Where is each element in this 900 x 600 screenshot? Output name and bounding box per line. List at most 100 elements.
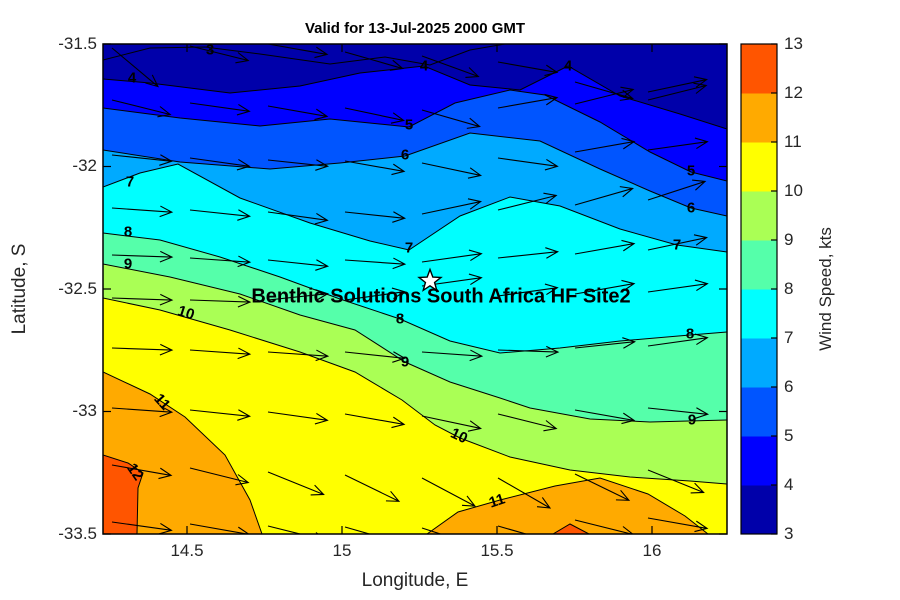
colorbar-band	[741, 142, 777, 192]
wind-arrow-icon	[421, 162, 483, 179]
contour-label: 11	[487, 490, 507, 511]
wind-arrow-icon	[111, 464, 173, 480]
wind-arrow-icon	[647, 407, 710, 419]
contour-label: 9	[124, 256, 132, 273]
wind-arrow-icon	[574, 409, 636, 425]
contour-line	[103, 132, 727, 217]
wind-arrow-icon	[344, 51, 404, 71]
contour-line	[552, 523, 590, 534]
contour-line	[426, 477, 709, 534]
wind-arrow-icon	[267, 349, 330, 362]
wind-arrow-icon	[111, 99, 172, 118]
star-icon	[417, 267, 443, 292]
wind-arrow-icon	[189, 45, 250, 64]
wind-arrow-icon	[189, 523, 250, 534]
wind-arrow-icon	[647, 333, 709, 347]
y-tick-label: -33.5	[58, 524, 97, 543]
contour-label: 7	[126, 174, 134, 191]
colorbar-tick-label: 9	[784, 230, 794, 249]
wind-arrow-icon	[189, 347, 252, 360]
colorbar-tick-label: 13	[784, 34, 803, 53]
wind-arrow-icon	[111, 47, 159, 88]
colorbar-band	[741, 436, 777, 486]
wind-arrow-icon	[344, 526, 372, 534]
wind-arrow-icon	[421, 349, 484, 362]
wind-arrow-icon	[497, 283, 559, 297]
wind-arrow-icon	[497, 525, 547, 534]
colorbar	[740, 43, 778, 535]
wind-arrow-icon	[647, 137, 709, 151]
y-tick-label: -33	[72, 401, 97, 420]
contour-line	[103, 89, 727, 182]
contour-line	[103, 297, 727, 485]
x-tick-label: 16	[642, 541, 662, 560]
wind-arrow-icon	[574, 239, 636, 255]
wind-arrow-icon	[267, 159, 330, 171]
wind-arrow-icon	[647, 82, 708, 101]
wind-arrow-icon	[647, 179, 707, 201]
colorbar-tick-label: 12	[784, 83, 803, 102]
wind-arrow-icon	[344, 160, 406, 176]
wind-arrow-icon	[574, 81, 634, 101]
wind-arrow-icon	[421, 109, 481, 129]
colorbar-band	[741, 191, 777, 241]
wind-arrow-icon	[111, 405, 174, 418]
wind-arrow-icon	[267, 105, 329, 121]
wind-arrow-icon	[421, 415, 483, 432]
wind-arrow-icon	[497, 345, 560, 358]
colorbar-tick-label: 7	[784, 328, 794, 347]
wind-arrow-icon	[497, 157, 559, 171]
contour-label: 10	[448, 425, 470, 447]
contour-line	[103, 454, 144, 534]
wind-arrow-icon	[421, 249, 483, 263]
contour-band	[553, 524, 589, 534]
wind-arrow-icon	[344, 413, 406, 429]
wind-arrow-icon	[574, 186, 634, 206]
figure-title: Valid for 13-Jul-2025 2000 GMT	[304, 20, 526, 37]
wind-arrow-icon	[647, 279, 709, 293]
contour-label: 4	[420, 58, 429, 75]
colorbar-tick-label: 11	[784, 132, 802, 151]
contour-label: 9	[688, 412, 696, 429]
contour-band	[103, 455, 143, 534]
axis-ticks	[103, 43, 727, 535]
wind-arrow-icon	[189, 209, 252, 221]
wind-arrow-icon	[647, 517, 709, 533]
wind-arrow-icon	[189, 409, 252, 421]
x-tick-label: 15	[332, 541, 352, 560]
contour-label: 6	[401, 147, 409, 164]
contour-label: 8	[396, 311, 404, 328]
site-label: Benthic Solutions South Africa HF Site2	[251, 285, 631, 308]
wind-arrow-icon	[574, 519, 634, 534]
wind-arrow-icon	[111, 343, 174, 356]
wind-arrow-icon	[497, 247, 560, 259]
wind-arrow-icon	[267, 471, 325, 496]
wind-arrow-icon	[344, 107, 406, 124]
contour-label: 5	[405, 117, 413, 134]
wind-arrow-icon	[344, 474, 401, 502]
contour-label: 3	[206, 42, 214, 59]
contour-line	[103, 263, 727, 423]
x-tick-label: 14.5	[170, 541, 204, 560]
contour-label: 8	[124, 224, 132, 241]
wind-arrow-icon	[574, 337, 637, 349]
contour-label: 4	[564, 58, 573, 75]
colorbar-tick-label: 8	[784, 279, 794, 298]
contour-band	[103, 298, 727, 534]
colorbar-tick-label: 3	[784, 524, 794, 543]
wind-arrow-icon	[497, 477, 552, 509]
wind-arrow-icon	[189, 255, 252, 268]
colorbar-band	[741, 338, 777, 388]
wind-arrow-icon	[189, 157, 251, 171]
y-tick-label: -32	[72, 156, 97, 175]
wind-arrow-icon	[421, 527, 443, 534]
contour-band	[103, 372, 262, 534]
wind-arrow-icon	[421, 55, 480, 78]
wind-arrow-icon	[421, 477, 477, 507]
contour-label: 9	[401, 354, 409, 371]
contour-label: 7	[673, 237, 681, 254]
colorbar-band	[741, 93, 777, 143]
wind-arrow-icon	[574, 279, 636, 295]
colorbar-tick-label: 5	[784, 426, 794, 445]
